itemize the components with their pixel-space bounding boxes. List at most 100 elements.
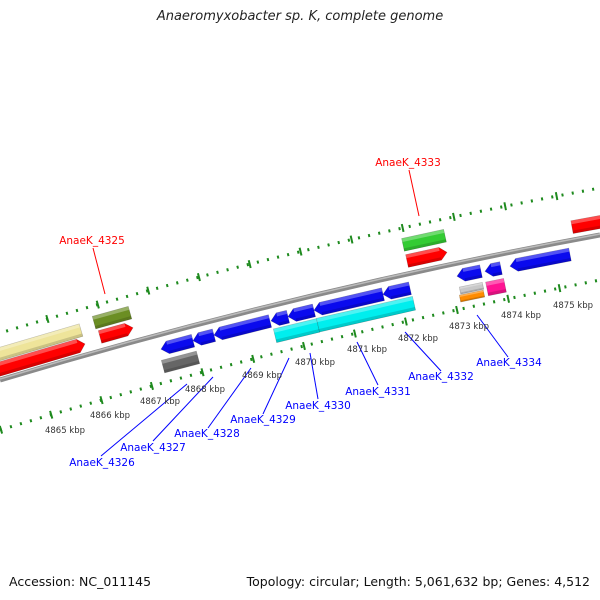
gene-body (160, 350, 201, 374)
genome-backbone (0, 232, 600, 383)
gene-anaek-4328[interactable] (212, 314, 272, 342)
genome-stats-text: Topology: circular; Length: 5,061,632 bp… (246, 574, 590, 589)
gene-anaek-4325[interactable] (91, 305, 133, 330)
gene-label-anaek-4325[interactable]: AnaeK_4325 (59, 235, 125, 247)
gene-label-anaek-4330[interactable]: AnaeK_4330 (285, 400, 351, 412)
gene-body (509, 247, 572, 272)
gene-red[interactable] (0, 337, 87, 382)
gene-body (0, 338, 86, 382)
gene-highlight (0, 323, 81, 357)
gene-body (456, 264, 483, 282)
scale-label: 4869 kbp (242, 371, 282, 381)
gene-anaek-4327[interactable] (191, 328, 217, 347)
scale-label: 4871 kbp (347, 345, 387, 355)
gene-shadow (407, 257, 442, 268)
gene-body (458, 289, 486, 303)
gene-lightgray[interactable] (458, 281, 485, 295)
gene-body (313, 287, 385, 316)
gene-red[interactable] (570, 212, 600, 234)
gene-body (382, 281, 412, 300)
gene-anaek-4330[interactable] (286, 303, 316, 323)
gene-shadow (275, 329, 320, 343)
gene-highlight (459, 282, 483, 290)
gene-label-anaek-4327[interactable]: AnaeK_4327 (120, 442, 186, 454)
gene-shadow (318, 306, 416, 333)
gene-highlight (161, 351, 198, 364)
gene-body (484, 261, 503, 277)
gene-shadow (464, 274, 483, 282)
gene-label-anaek-4332[interactable]: AnaeK_4332 (408, 371, 474, 383)
gene-body (160, 334, 196, 355)
scale-tracks (0, 184, 600, 434)
gene-orange[interactable] (458, 289, 486, 303)
scale-label: 4870 kbp (295, 358, 335, 368)
gene-shadow (517, 258, 572, 272)
label-leader-line (476, 314, 509, 358)
gene-cyan[interactable] (272, 318, 321, 343)
scale-label: 4865 kbp (45, 426, 85, 436)
gene-shadow (0, 333, 83, 367)
gene-anaek-4333[interactable] (401, 229, 447, 252)
gene-pink[interactable] (485, 278, 507, 297)
gene-shadow (572, 223, 600, 234)
gene-anaek-4332[interactable] (382, 281, 412, 301)
gene-body (0, 323, 84, 367)
gene-label-anaek-4329[interactable]: AnaeK_4329 (230, 414, 296, 426)
gene-body (316, 296, 416, 333)
gene-anaek-4334[interactable] (509, 247, 572, 272)
gene-highlight (319, 287, 383, 306)
gene-shadow (487, 289, 507, 296)
gene-label-anaek-4333[interactable]: AnaeK_4333 (375, 157, 441, 169)
gene-highlight (92, 306, 130, 320)
scale-label: 4872 kbp (398, 334, 438, 344)
gene-label-anaek-4328[interactable]: AnaeK_4328 (174, 428, 240, 440)
label-leader-line (152, 376, 214, 442)
gene-highlight (198, 328, 214, 337)
gene-blue[interactable] (456, 264, 483, 283)
gene-highlight (490, 261, 501, 268)
gene-shadow (492, 271, 503, 277)
gene-label-anaek-4331[interactable]: AnaeK_4331 (345, 386, 411, 398)
gene-highlight (515, 248, 570, 262)
label-leader-line (92, 247, 106, 295)
scale-label: 4867 kbp (140, 397, 180, 407)
scale-label: 4866 kbp (90, 411, 130, 421)
gene-shadow (168, 344, 195, 354)
gene-body (213, 314, 272, 341)
genome-title: Anaeromyxobacter sp. K, complete genome (156, 9, 444, 24)
gene-shadow (221, 324, 272, 340)
gene-khaki[interactable] (0, 323, 84, 367)
gene-highlight (219, 314, 270, 331)
gene-label-anaek-4326[interactable]: AnaeK_4326 (69, 457, 135, 469)
gene-label-anaek-4334[interactable]: AnaeK_4334 (476, 357, 542, 369)
gene-anaek-4329[interactable] (269, 309, 290, 327)
scale-label: 4873 kbp (449, 322, 489, 332)
genes (0, 212, 600, 382)
gene-anaek-4326[interactable] (159, 334, 196, 355)
gene-body (458, 281, 485, 295)
gene-shadow (460, 287, 484, 294)
gene-blue[interactable] (484, 261, 503, 278)
gene-highlight (401, 229, 445, 242)
gene-shadow (0, 349, 81, 382)
gene-red[interactable] (97, 322, 134, 344)
gene-shadow (200, 338, 216, 346)
gene-highlight (462, 264, 481, 272)
gene-body (272, 318, 321, 343)
accession-text: Accession: NC_011145 (9, 574, 152, 589)
gene-shadow (460, 295, 485, 302)
gene-highlight (98, 323, 126, 335)
gene-shadow (390, 291, 412, 300)
gene-highlight (273, 318, 318, 333)
gene-shadow (295, 313, 316, 322)
gene-body (485, 278, 507, 297)
gene-anaek-4331[interactable] (313, 287, 385, 317)
scale-label: 4868 kbp (185, 385, 225, 395)
gene-gray[interactable] (160, 350, 201, 374)
gene-highlight (485, 278, 505, 286)
gene-body (287, 303, 316, 322)
gene-cyan[interactable] (316, 296, 416, 333)
gene-red[interactable] (405, 246, 449, 268)
